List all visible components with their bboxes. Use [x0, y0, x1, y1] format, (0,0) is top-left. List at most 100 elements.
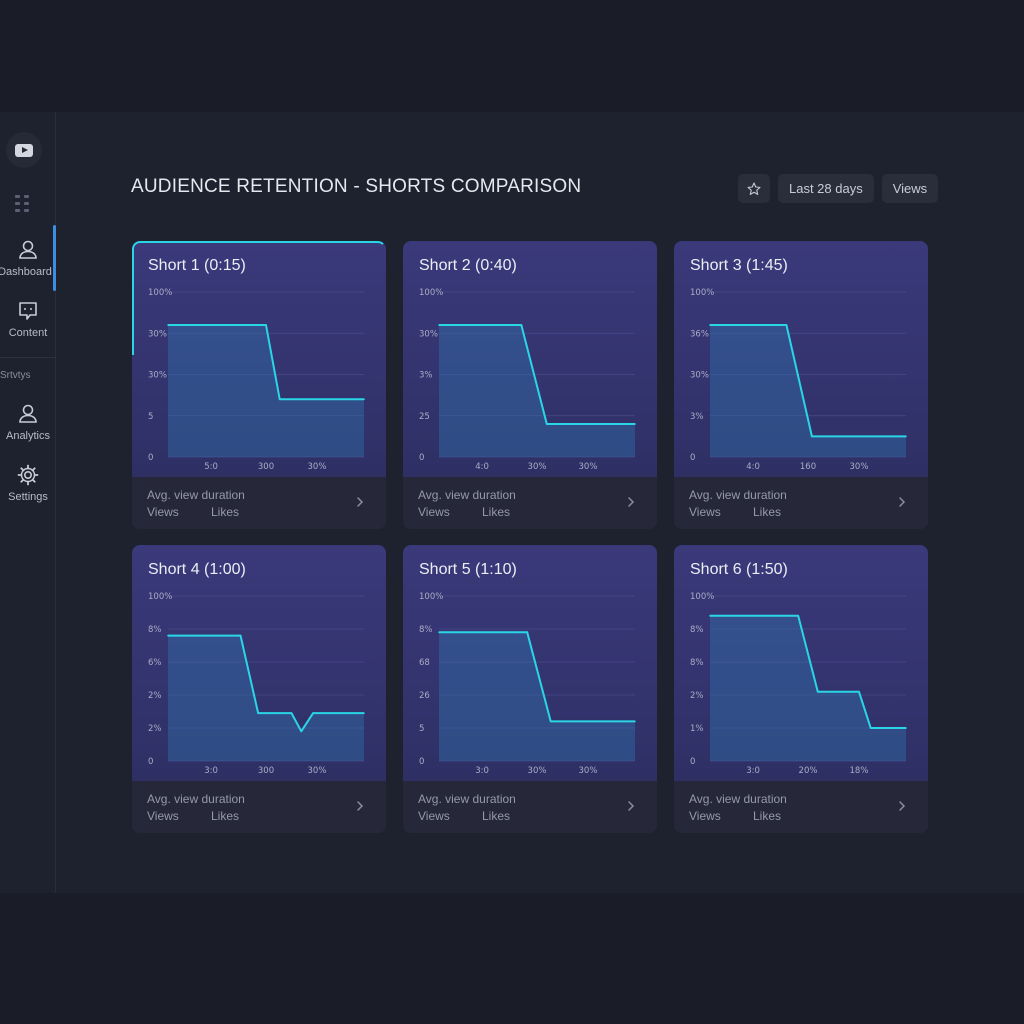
avg-view-duration-label: Avg. view duration: [418, 792, 516, 806]
likes-label: Likes: [482, 505, 511, 519]
x-tick-label: 3:0: [204, 766, 218, 776]
retention-area: [439, 325, 635, 457]
user-icon: [19, 404, 37, 423]
short-card[interactable]: Short 5 (1:10) 100% 8% 68 26 5 0 3:0 30% 30% Avg. …: [403, 545, 657, 833]
retention-point: [257, 712, 259, 714]
short-card[interactable]: Short 1 (0:15) 100% 30% 30% 5 0 5:0 300 30% Avg. …: [132, 241, 386, 529]
chevron-right-icon[interactable]: [354, 495, 366, 509]
retention-point: [363, 712, 365, 714]
menu-grid-icon[interactable]: [15, 195, 31, 213]
short-card[interactable]: Short 2 (0:40) 100% 30% 3% 25 0 4:0 30% 30% Avg. …: [403, 241, 657, 529]
sidebar-item-dashboard[interactable]: Dashboard: [0, 238, 56, 278]
sidebar-item-settings[interactable]: Settings: [0, 463, 56, 503]
y-tick-label: 0: [148, 453, 153, 463]
y-tick-label: 0: [690, 757, 695, 767]
retention-chart: 100% 30% 3% 25 0 4:0 30% 30%: [419, 288, 636, 472]
x-tick-label: 300: [258, 766, 274, 776]
x-tick-label: 30%: [308, 462, 327, 472]
y-tick-label: 100%: [148, 288, 172, 298]
likes-label: Likes: [211, 505, 240, 519]
chevron-right-icon[interactable]: [896, 799, 908, 813]
retention-point: [265, 324, 267, 326]
sidebar-section-label: Srtvtys: [0, 370, 31, 381]
x-tick-label: 300: [258, 462, 274, 472]
views-label: Views: [689, 505, 721, 519]
top-backdrop: [0, 0, 1024, 112]
short-card[interactable]: Short 3 (1:45) 100% 36% 30% 3% 0 4:0 160 30% Avg.…: [674, 241, 928, 529]
chevron-right-icon[interactable]: [896, 495, 908, 509]
y-tick-label: 2%: [690, 691, 704, 701]
chart-area: [674, 241, 928, 477]
avg-view-duration-label: Avg. view duration: [689, 792, 787, 806]
y-tick-label: 8%: [419, 625, 433, 635]
y-tick-label: 30%: [690, 371, 709, 381]
y-tick-label: 0: [419, 453, 424, 463]
views-label: Views: [147, 809, 179, 823]
sidebar-item-content[interactable]: Content: [0, 299, 56, 339]
card-footer: Avg. view duration Views Likes: [403, 477, 657, 529]
card-title: Short 2 (0:40): [419, 257, 517, 274]
likes-label: Likes: [753, 505, 782, 519]
card-title: Short 6 (1:50): [690, 561, 788, 578]
chevron-right-icon[interactable]: [625, 799, 637, 813]
retention-chart: 100% 30% 30% 5 0 5:0 300 30%: [148, 288, 365, 472]
card-title: Short 5 (1:10): [419, 561, 517, 578]
retention-point: [290, 712, 293, 714]
retention-point: [709, 324, 711, 326]
retention-area: [439, 632, 635, 761]
retention-point: [438, 324, 440, 326]
active-nav-indicator: [53, 225, 56, 291]
views-label: Views: [689, 809, 721, 823]
y-tick-label: 8%: [148, 625, 162, 635]
avg-view-duration-label: Avg. view duration: [147, 792, 245, 806]
likes-label: Likes: [753, 809, 782, 823]
x-tick-label: 160: [800, 462, 816, 472]
retention-point: [905, 727, 907, 729]
views-label: Views: [147, 505, 179, 519]
card-footer: Avg. view duration Views Likes: [132, 781, 386, 833]
card-title: Short 3 (1:45): [690, 257, 788, 274]
date-range-button[interactable]: Last 28 days: [778, 174, 874, 203]
y-tick-label: 26: [419, 691, 430, 701]
analytics-window: Dashboard Content Srtvtys Analytics: [0, 112, 1024, 893]
chart-area: [132, 241, 386, 477]
x-tick-label: 20%: [799, 766, 818, 776]
favorite-button[interactable]: [738, 174, 770, 203]
x-tick-label: 30%: [579, 462, 598, 472]
y-tick-label: 30%: [148, 371, 167, 381]
y-tick-label: 30%: [148, 329, 167, 339]
retention-line: [168, 324, 364, 401]
sidebar-divider: [0, 357, 56, 358]
retention-point: [167, 324, 169, 326]
x-tick-label: 30%: [528, 766, 547, 776]
chevron-right-icon[interactable]: [354, 799, 366, 813]
chevron-right-icon[interactable]: [625, 495, 637, 509]
metric-button[interactable]: Views: [881, 174, 939, 203]
likes-label: Likes: [482, 809, 511, 823]
y-tick-label: 2%: [148, 724, 162, 734]
sidebar-item-label: Settings: [8, 491, 48, 503]
x-tick-label: 30%: [579, 766, 598, 776]
sidebar-item-analytics[interactable]: Analytics: [0, 402, 56, 442]
y-tick-label: 100%: [690, 288, 714, 298]
retention-point: [239, 634, 242, 637]
card-title: Short 4 (1:00): [148, 561, 246, 578]
short-card[interactable]: Short 6 (1:50) 100% 8% 8% 2% 1% 0 3:0 20% 18% Avg.…: [674, 545, 928, 833]
x-tick-label: 3:0: [475, 766, 489, 776]
card-footer: Avg. view duration Views Likes: [674, 781, 928, 833]
chart-area: [132, 545, 386, 781]
card-footer: Avg. view duration Views Likes: [403, 781, 657, 833]
retention-point: [869, 727, 872, 729]
retention-point: [312, 712, 314, 714]
y-tick-label: 100%: [419, 592, 443, 602]
avg-view-duration-label: Avg. view duration: [689, 488, 787, 502]
retention-chart: 100% 8% 8% 2% 1% 0 3:0 20% 18%: [690, 592, 907, 776]
y-tick-label: 2%: [148, 691, 162, 701]
x-tick-label: 4:0: [475, 462, 489, 472]
logo-button[interactable]: [6, 132, 42, 168]
card-title: Short 1 (0:15): [148, 257, 246, 274]
retention-point: [167, 634, 169, 637]
short-card[interactable]: Short 4 (1:00) 100% 8% 6% 2% 2% 0 3:0 300 30% Avg.…: [132, 545, 386, 833]
y-tick-label: 68: [419, 658, 430, 668]
y-tick-label: 30%: [419, 329, 438, 339]
